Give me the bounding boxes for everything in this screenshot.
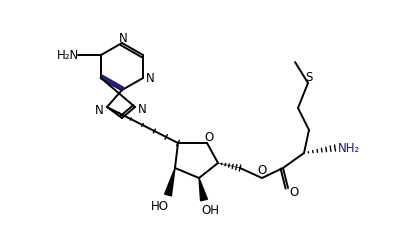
Polygon shape (199, 178, 207, 201)
Text: H₂N: H₂N (57, 49, 79, 62)
Text: OH: OH (201, 204, 218, 217)
Polygon shape (164, 168, 175, 196)
Text: N: N (145, 71, 154, 84)
Text: O: O (204, 130, 213, 143)
Text: N: N (119, 32, 127, 45)
Text: O: O (257, 165, 266, 178)
Text: HO: HO (151, 199, 169, 212)
Text: O: O (289, 186, 298, 198)
Text: NH₂: NH₂ (337, 141, 359, 154)
Text: S: S (304, 70, 312, 83)
Text: N: N (95, 104, 103, 117)
Text: N: N (137, 103, 146, 116)
